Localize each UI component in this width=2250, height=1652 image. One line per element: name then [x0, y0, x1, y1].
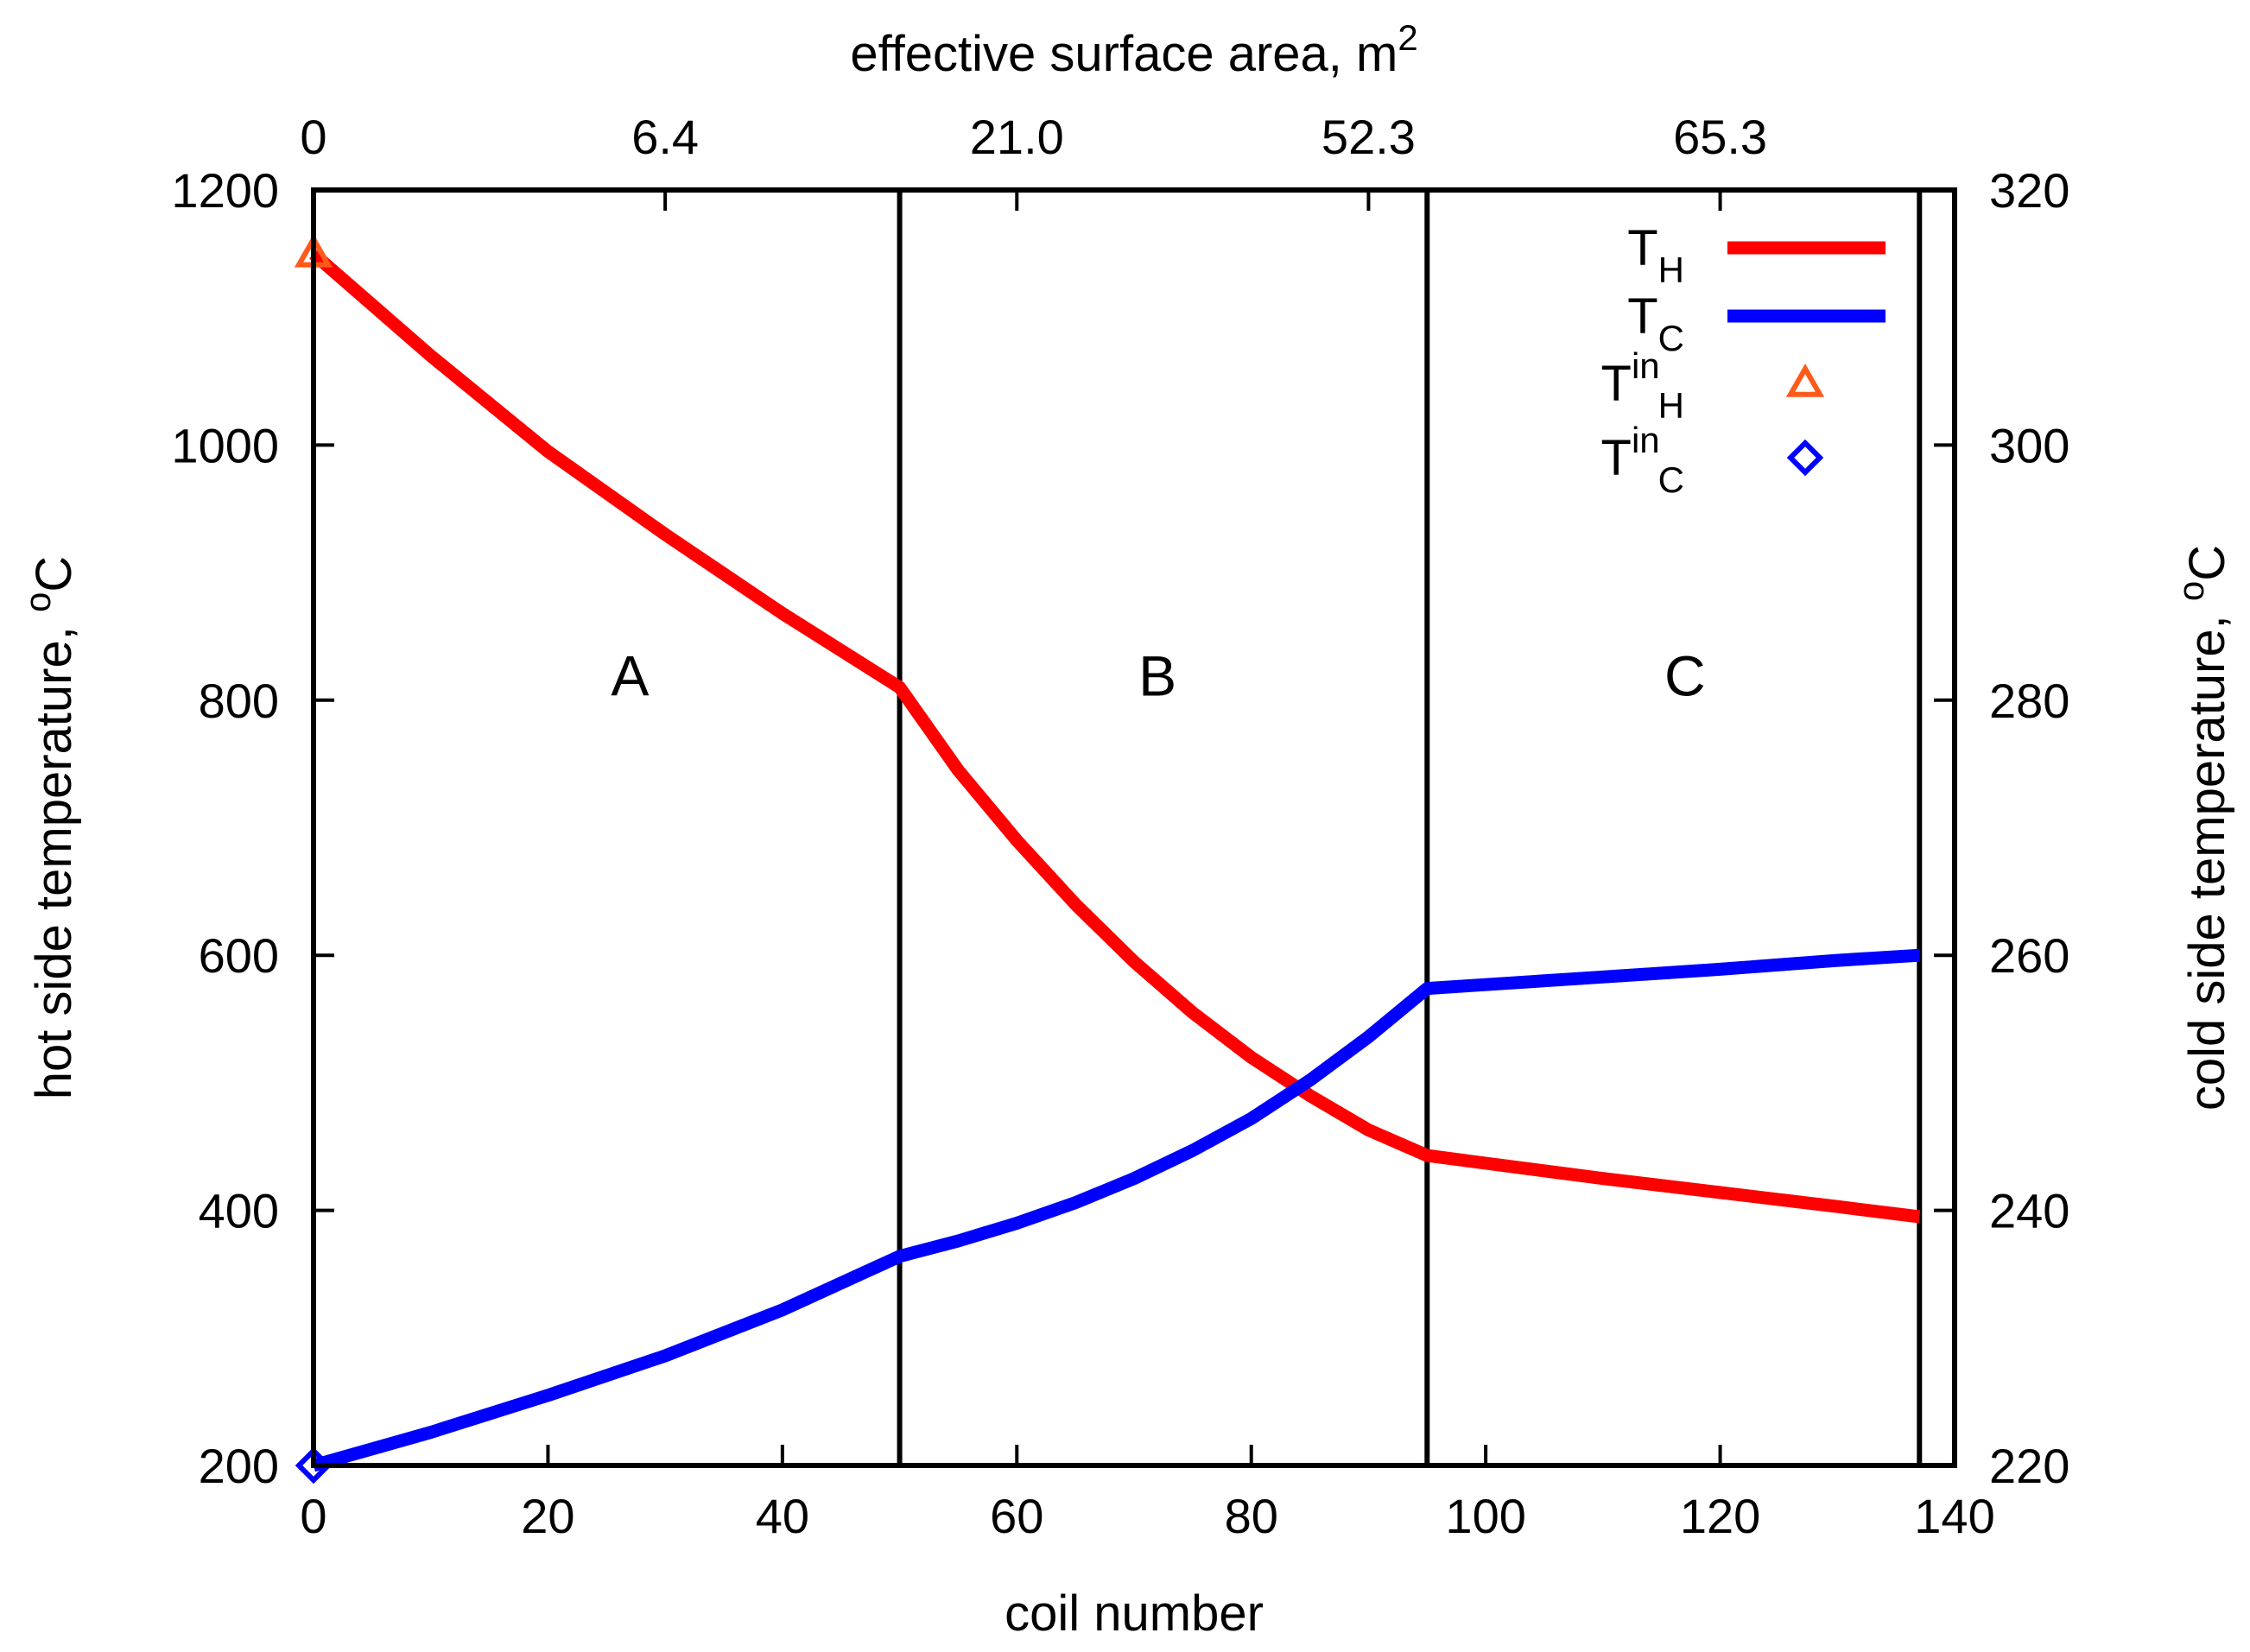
y2-tick-label: 260 — [1989, 928, 2069, 983]
legend-label-subscript: C — [1658, 459, 1684, 500]
legend-marker-swatch — [1786, 439, 1824, 477]
y-tick-label: 600 — [199, 928, 279, 983]
legend-label-subscript: H — [1658, 250, 1684, 290]
region-label-b: B — [1138, 643, 1176, 707]
y-tick-label: 1200 — [171, 163, 279, 218]
legend-label: Tin C — [1601, 420, 1684, 500]
x-tick-label: 100 — [1445, 1489, 1525, 1543]
y-tick-label: 400 — [199, 1184, 279, 1238]
x-axis-title: coil number — [1005, 1586, 1264, 1642]
legend-label-superscript: in — [1632, 345, 1660, 386]
series-line-t-h — [309, 249, 1921, 1224]
x-tick-label: 20 — [521, 1489, 574, 1543]
left-axis-title: hot side temperature, oC — [17, 556, 82, 1099]
legend-label-subscript: C — [1658, 318, 1684, 358]
legend-label-superscript: in — [1632, 420, 1660, 460]
region-label-a: A — [611, 643, 649, 707]
legend-label-subscript: H — [1658, 385, 1684, 426]
right-axis-unit: C — [2179, 545, 2235, 581]
x-tick-label: 60 — [990, 1489, 1043, 1543]
y2-tick-label: 320 — [1989, 163, 2069, 218]
region-boundaries — [897, 190, 1923, 1465]
y-tick-label: 1000 — [171, 418, 279, 472]
top-axis-title-text: effective surface area, m — [850, 26, 1398, 82]
top-tick-label: 0 — [300, 110, 326, 164]
top-tick-label: 65.3 — [1673, 110, 1767, 164]
left-axis-degree-symbol: o — [17, 592, 58, 612]
y-tick-label: 800 — [199, 674, 279, 728]
x-tick-label: 40 — [756, 1489, 809, 1543]
legend-label-base: T — [1601, 356, 1632, 412]
y-tick-label: 200 — [199, 1439, 279, 1493]
legend-label: TC — [1627, 288, 1684, 358]
region-labels: A B C — [611, 643, 1705, 707]
y2-tick-label: 280 — [1989, 674, 2069, 728]
top-tick-label: 21.0 — [970, 110, 1064, 164]
right-axis-title-text: cold side temperature, — [2179, 601, 2235, 1111]
y2-tick-label: 240 — [1989, 1184, 2069, 1238]
top-tick-label: 52.3 — [1321, 110, 1416, 164]
left-axis-title-text: hot side temperature, — [26, 612, 82, 1099]
x-tick-label: 80 — [1225, 1489, 1278, 1543]
series-layer — [309, 249, 1921, 1472]
legend-label-base: T — [1627, 220, 1657, 276]
marker-diamond — [295, 1446, 333, 1484]
region-label-c: C — [1664, 643, 1706, 707]
series-line-t-c — [311, 948, 1920, 1472]
legend-label-base: T — [1601, 430, 1632, 486]
ticks-layer: 0 20 40 60 80 100 120 140 0 6.4 21.0 52.3 65.3 200 400… — [171, 110, 2069, 1543]
x-tick-label: 120 — [1680, 1489, 1760, 1543]
top-tick-label: 6.4 — [631, 110, 699, 164]
legend-marker-swatch — [1785, 363, 1825, 397]
right-axis-degree-symbol: o — [2171, 581, 2211, 601]
y2-tick-label: 300 — [1989, 418, 2069, 472]
legend-label: Tin H — [1601, 345, 1684, 426]
x-tick-label: 140 — [1914, 1489, 1994, 1543]
top-axis-title: effective surface area, m2 — [850, 17, 1417, 82]
legend-label-base: T — [1627, 288, 1657, 345]
top-axis-title-superscript: 2 — [1398, 17, 1417, 58]
y2-tick-label: 220 — [1989, 1439, 2069, 1493]
left-axis-unit: C — [26, 556, 82, 592]
plot-frame — [311, 187, 1957, 1468]
x-tick-label: 0 — [300, 1489, 326, 1543]
legend-label: TH — [1627, 220, 1684, 290]
right-axis-title: cold side temperature, oC — [2171, 545, 2235, 1111]
